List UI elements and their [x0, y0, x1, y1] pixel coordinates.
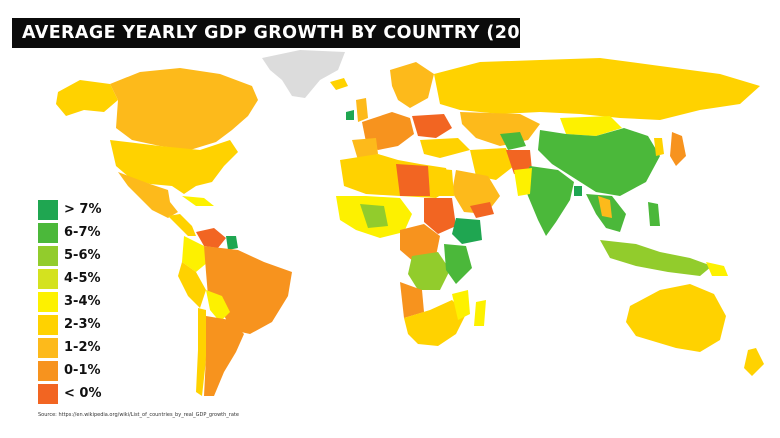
region-caribbean: [182, 196, 214, 206]
region-japan: [670, 132, 686, 166]
region-afghanistan: [506, 150, 532, 174]
legend-label: 3-4%: [64, 294, 101, 309]
region-indonesia: [600, 240, 712, 276]
region-east-africa: [444, 244, 472, 284]
region-bangladesh: [574, 186, 582, 196]
region-philippines: [648, 202, 660, 226]
legend-item: 5-6%: [38, 246, 148, 266]
legend-label: 0-1%: [64, 363, 101, 378]
region-bolivia: [206, 290, 230, 322]
region-ireland: [346, 110, 354, 120]
region-ethiopia: [452, 218, 482, 244]
region-west-africa-b: [360, 204, 388, 228]
region-iberia: [352, 138, 378, 160]
legend-swatch: [38, 361, 58, 381]
legend-item: 6-7%: [38, 223, 148, 243]
legend-swatch: [38, 338, 58, 358]
region-argentina: [204, 316, 244, 396]
legend-label: 2-3%: [64, 317, 101, 332]
region-thailand: [598, 196, 612, 218]
region-mexico: [118, 172, 178, 218]
region-usa: [110, 140, 238, 194]
legend-swatch: [38, 269, 58, 289]
region-mozambique: [452, 290, 470, 320]
legend-swatch: [38, 315, 58, 335]
legend-item: 3-4%: [38, 292, 148, 312]
legend-label: 4-5%: [64, 271, 101, 286]
region-china: [538, 128, 660, 196]
region-mongolia: [560, 116, 622, 136]
legend-label: 5-6%: [64, 248, 101, 263]
region-png: [706, 262, 728, 276]
legend-item: 1-2%: [38, 338, 148, 358]
region-libya: [396, 164, 430, 196]
legend-label: < 0%: [64, 386, 102, 401]
region-scandinavia: [390, 62, 434, 108]
region-iran: [470, 148, 514, 180]
region-india: [522, 166, 574, 236]
legend-label: > 7%: [64, 202, 102, 217]
region-guyana: [226, 236, 238, 250]
region-chile: [196, 308, 206, 396]
region-venezuela: [196, 228, 226, 248]
region-colombia: [182, 236, 208, 272]
region-yemen: [470, 202, 494, 218]
legend-label: 1-2%: [64, 340, 101, 355]
region-australia: [626, 284, 726, 352]
region-new-zealand: [744, 348, 764, 376]
region-pakistan: [514, 168, 532, 196]
region-egypt: [430, 168, 454, 196]
region-ukraine: [412, 114, 452, 138]
legend-item: 0-1%: [38, 361, 148, 381]
region-madagascar: [474, 300, 486, 326]
region-central-africa: [400, 224, 440, 262]
legend-item: < 0%: [38, 384, 148, 404]
region-drc: [408, 252, 450, 290]
region-russia: [434, 58, 760, 120]
region-uk: [356, 98, 368, 122]
page-title: AVERAGE YEARLY GDP GROWTH BY COUNTRY (20…: [12, 18, 520, 48]
legend-swatch: [38, 292, 58, 312]
source-note: Source: https://en.wikipedia.org/wiki/Li…: [38, 412, 239, 418]
region-sudan: [424, 198, 456, 234]
region-peru: [178, 262, 206, 308]
legend-item: > 7%: [38, 200, 148, 220]
region-turkey: [420, 138, 470, 158]
region-alaska: [56, 80, 118, 116]
region-southern-africa: [404, 300, 466, 346]
legend-item: 2-3%: [38, 315, 148, 335]
legend-swatch: [38, 246, 58, 266]
region-uzbekistan: [500, 132, 526, 150]
region-angola: [400, 282, 424, 318]
legend-label: 6-7%: [64, 225, 101, 240]
region-iceland: [330, 78, 348, 90]
region-central-asia: [460, 112, 540, 146]
region-greenland: [262, 50, 345, 98]
legend-swatch: [38, 223, 58, 243]
region-central-america: [168, 214, 196, 236]
legend-item: 4-5%: [38, 269, 148, 289]
legend-swatch: [38, 200, 58, 220]
region-korea: [654, 138, 664, 156]
region-canada: [110, 68, 258, 150]
legend-swatch: [38, 384, 58, 404]
